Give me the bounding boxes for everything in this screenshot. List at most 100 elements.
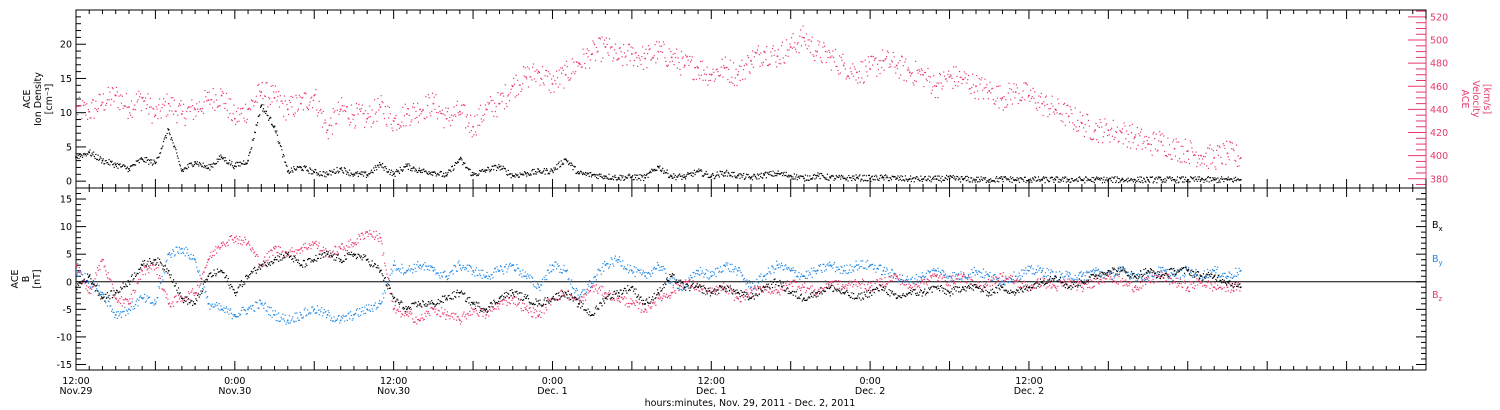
velocity-point [300, 102, 302, 105]
density-point [134, 164, 136, 166]
density-point [776, 175, 778, 177]
density-point [501, 168, 504, 170]
velocity-point [245, 121, 248, 124]
bz-point [137, 282, 139, 285]
velocity-point [431, 110, 433, 112]
by-point [876, 268, 878, 270]
density-point [1106, 177, 1108, 179]
density-point [926, 180, 928, 182]
density-point [243, 160, 245, 162]
density-point [603, 175, 605, 177]
by-point [314, 312, 316, 314]
bz-point [431, 307, 434, 309]
density-point [1145, 176, 1148, 178]
by-point [139, 296, 141, 298]
by-point [1199, 277, 1201, 280]
density-point [748, 176, 750, 179]
by-point [1055, 271, 1057, 273]
by-point [88, 280, 91, 283]
density-point [729, 174, 732, 176]
velocity-point [1007, 92, 1009, 94]
density-point [1063, 177, 1065, 179]
top-left-ylabel-line3: [cm⁻³] [44, 84, 55, 115]
velocity-point [709, 73, 711, 75]
density-point [855, 174, 857, 176]
velocity-point [484, 113, 486, 115]
density-point [839, 176, 841, 178]
bz-point [206, 261, 209, 263]
density-point [538, 170, 541, 173]
by-point [819, 265, 821, 267]
density-point [551, 170, 554, 172]
velocity-point [150, 106, 152, 108]
velocity-point [600, 60, 602, 63]
velocity-point [723, 66, 726, 69]
velocity-point [79, 104, 81, 107]
density-point [640, 179, 642, 181]
bz-point [239, 235, 241, 238]
velocity-point [858, 70, 860, 73]
by-point [755, 281, 757, 283]
density-point [1216, 181, 1218, 184]
by-point [409, 270, 411, 272]
velocity-point [845, 78, 847, 80]
density-point [453, 168, 455, 170]
velocity-point [224, 107, 226, 110]
by-point [694, 273, 697, 275]
velocity-point [885, 58, 887, 60]
velocity-point [566, 65, 568, 68]
by-point [852, 270, 855, 272]
velocity-point [478, 108, 480, 110]
velocity-point [413, 106, 415, 109]
velocity-point [916, 69, 918, 72]
by-point [498, 269, 501, 272]
density-point [412, 167, 414, 169]
velocity-point [1123, 122, 1125, 124]
density-point [343, 167, 345, 169]
velocity-point [487, 101, 489, 104]
bz-point [80, 272, 82, 274]
by-point [307, 313, 310, 315]
by-point [122, 310, 124, 313]
density-point [1067, 180, 1069, 182]
by-point [330, 319, 332, 321]
density-point [991, 179, 993, 182]
density-point [129, 165, 132, 168]
density-point [326, 171, 328, 173]
by-point [756, 278, 758, 281]
density-point [591, 174, 593, 176]
density-point [449, 169, 451, 171]
by-point [1050, 269, 1052, 271]
density-point [488, 169, 490, 171]
density-point [558, 161, 560, 163]
density-point [690, 172, 692, 174]
density-point [948, 175, 950, 177]
by-point [637, 268, 639, 271]
velocity-point [111, 87, 113, 89]
density-point [1092, 180, 1094, 183]
density-point [236, 161, 238, 163]
by-point [1137, 273, 1139, 275]
by-point [690, 274, 692, 276]
by-point [289, 322, 291, 324]
density-point [863, 174, 865, 176]
density-point [1141, 180, 1143, 182]
by-point [1178, 269, 1181, 271]
velocity-point [251, 100, 253, 102]
density-point [468, 169, 470, 171]
density-point [793, 178, 795, 180]
density-point [557, 162, 559, 165]
bz-point [429, 314, 431, 317]
velocity-point [1001, 97, 1004, 99]
bz-point [407, 311, 409, 313]
velocity-point [560, 67, 562, 69]
density-point [844, 177, 846, 179]
by-point [133, 305, 135, 307]
by-point [532, 277, 534, 279]
density-point [1191, 177, 1193, 179]
density-point [1154, 178, 1156, 180]
by-point [761, 280, 763, 282]
by-point [393, 260, 396, 262]
by-point [722, 270, 724, 272]
density-point [948, 177, 951, 180]
